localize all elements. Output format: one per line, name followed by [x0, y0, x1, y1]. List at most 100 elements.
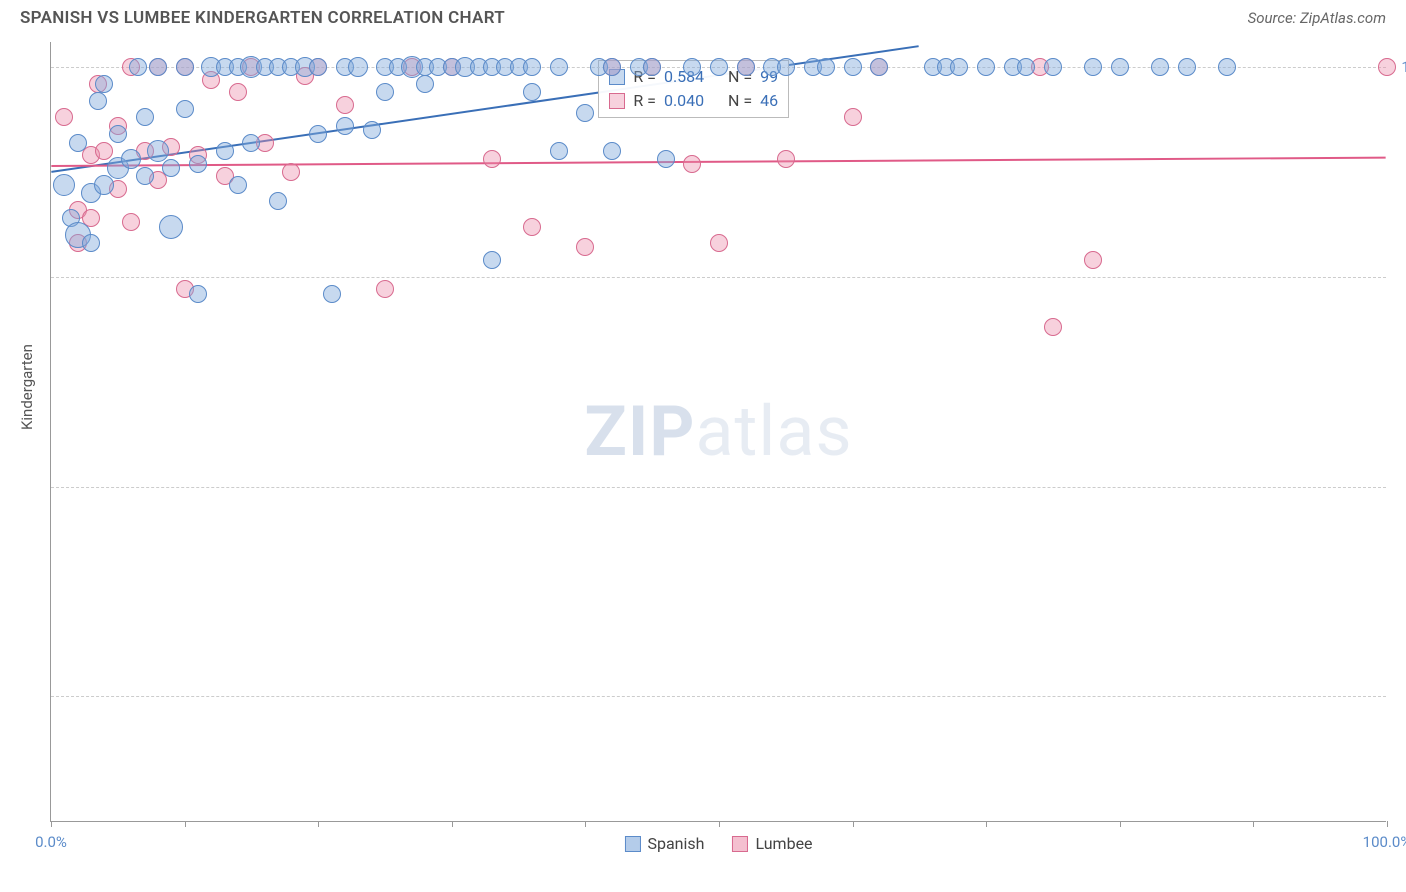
- regression-line: [51, 158, 1385, 166]
- gridline-h: [51, 487, 1386, 488]
- x-tick: [51, 821, 52, 827]
- series-legend-item: Lumbee: [732, 834, 812, 853]
- data-point: [82, 234, 100, 252]
- regression-lines-layer: [51, 42, 1386, 821]
- data-point: [817, 58, 835, 76]
- data-point: [576, 104, 594, 122]
- data-point: [376, 83, 394, 101]
- watermark-light: atlas: [695, 391, 852, 473]
- data-point: [55, 108, 73, 126]
- data-point: [94, 175, 114, 195]
- data-point: [1178, 58, 1196, 76]
- data-point: [1151, 58, 1169, 76]
- data-point: [1084, 58, 1102, 76]
- data-point: [576, 238, 594, 256]
- data-point: [309, 125, 327, 143]
- watermark-bold: ZIP: [584, 391, 695, 473]
- y-axis-label: Kindergarten: [18, 344, 36, 430]
- data-point: [216, 142, 234, 160]
- data-point: [136, 167, 154, 185]
- x-tick: [986, 821, 987, 827]
- data-point: [242, 134, 260, 152]
- data-point: [416, 75, 434, 93]
- x-tick: [452, 821, 453, 827]
- x-tick: [1120, 821, 1121, 827]
- series-legend-label: Spanish: [647, 834, 704, 853]
- legend-n-label: N =: [728, 89, 752, 113]
- data-point: [777, 150, 795, 168]
- data-point: [523, 83, 541, 101]
- data-point: [136, 108, 154, 126]
- data-point: [870, 58, 888, 76]
- data-point: [844, 58, 862, 76]
- x-tick: [318, 821, 319, 827]
- data-point: [309, 58, 327, 76]
- data-point: [483, 150, 501, 168]
- x-tick: [1253, 821, 1254, 827]
- data-point: [149, 58, 167, 76]
- legend-n-value: 46: [760, 89, 778, 113]
- data-point: [336, 96, 354, 114]
- data-point: [323, 285, 341, 303]
- data-point: [229, 176, 247, 194]
- data-point: [53, 174, 75, 196]
- gridline-h: [51, 696, 1386, 697]
- data-point: [523, 218, 541, 236]
- data-point: [1084, 251, 1102, 269]
- data-point: [777, 58, 795, 76]
- data-point: [950, 58, 968, 76]
- data-point: [657, 150, 675, 168]
- gridline-h: [51, 277, 1386, 278]
- data-point: [363, 121, 381, 139]
- x-tick: [185, 821, 186, 827]
- x-tick: [719, 821, 720, 827]
- data-point: [844, 108, 862, 126]
- series-legend: Spanish Lumbee: [624, 834, 812, 853]
- legend-row: R = 0.040 N = 46: [609, 89, 778, 113]
- data-point: [109, 125, 127, 143]
- data-point: [336, 117, 354, 135]
- series-legend-item: Spanish: [624, 834, 704, 853]
- data-point: [69, 134, 87, 152]
- data-point: [95, 142, 113, 160]
- legend-r-label: R =: [633, 89, 656, 113]
- data-point: [1044, 318, 1062, 336]
- watermark: ZIPatlas: [584, 391, 852, 473]
- data-point: [1378, 58, 1396, 76]
- data-point: [1111, 58, 1129, 76]
- x-tick: [585, 821, 586, 827]
- x-tick: [853, 821, 854, 827]
- data-point: [89, 92, 107, 110]
- data-point: [550, 142, 568, 160]
- data-point: [229, 83, 247, 101]
- series-legend-label: Lumbee: [755, 834, 812, 853]
- data-point: [977, 58, 995, 76]
- data-point: [348, 57, 368, 77]
- data-point: [176, 100, 194, 118]
- legend-swatch: [609, 93, 625, 109]
- data-point: [710, 58, 728, 76]
- data-point: [122, 213, 140, 231]
- data-point: [483, 251, 501, 269]
- data-point: [1218, 58, 1236, 76]
- data-point: [269, 192, 287, 210]
- data-point: [1044, 58, 1062, 76]
- data-point: [683, 58, 701, 76]
- data-point: [603, 142, 621, 160]
- legend-swatch: [624, 836, 640, 852]
- legend-r-value: 0.040: [664, 89, 720, 113]
- x-tick-label: 100.0%: [1363, 833, 1406, 851]
- data-point: [162, 159, 180, 177]
- data-point: [159, 215, 183, 239]
- data-point: [603, 58, 621, 76]
- data-point: [737, 58, 755, 76]
- data-point: [147, 140, 169, 162]
- y-tick-label: 92.5%: [1392, 687, 1406, 705]
- data-point: [176, 58, 194, 76]
- x-tick: [1387, 821, 1388, 827]
- data-point: [376, 280, 394, 298]
- data-point: [1017, 58, 1035, 76]
- data-point: [189, 285, 207, 303]
- chart-title: SPANISH VS LUMBEE KINDERGARTEN CORRELATI…: [20, 8, 505, 28]
- data-point: [710, 234, 728, 252]
